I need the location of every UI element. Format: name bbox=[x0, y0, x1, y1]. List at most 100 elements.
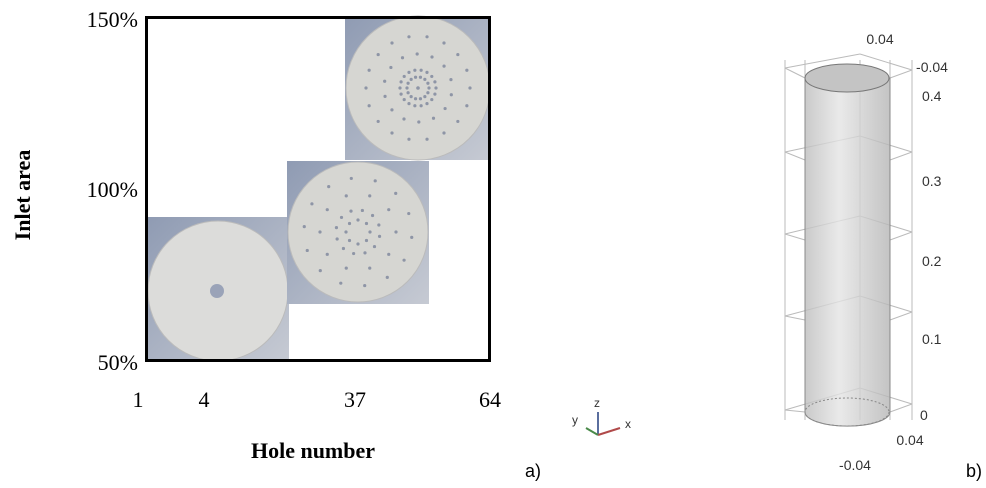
hole bbox=[368, 194, 371, 197]
hole bbox=[419, 76, 422, 79]
hole bbox=[410, 95, 413, 98]
plate bbox=[288, 162, 428, 302]
hole bbox=[417, 120, 420, 123]
hole bbox=[340, 216, 343, 219]
hole bbox=[432, 117, 435, 120]
hole bbox=[371, 214, 374, 217]
hole bbox=[390, 41, 393, 44]
hole bbox=[426, 82, 429, 85]
hole bbox=[306, 249, 309, 252]
grid-line bbox=[785, 152, 805, 160]
hole bbox=[377, 53, 380, 56]
hole bbox=[449, 78, 452, 81]
grid-line bbox=[785, 410, 805, 412]
hole bbox=[414, 97, 417, 100]
hole bbox=[403, 98, 406, 101]
hole bbox=[450, 93, 453, 96]
hole bbox=[352, 252, 355, 255]
plate-images bbox=[147, 16, 490, 361]
hole bbox=[342, 247, 345, 250]
hole bbox=[413, 104, 416, 107]
hole bbox=[442, 65, 445, 68]
axis-label: 0.04 bbox=[896, 432, 923, 448]
hole bbox=[425, 102, 428, 105]
hole bbox=[365, 239, 368, 242]
hole bbox=[378, 235, 381, 238]
grid-line bbox=[890, 404, 912, 412]
hole bbox=[430, 75, 433, 78]
hole bbox=[318, 230, 321, 233]
triad-label: y bbox=[572, 413, 578, 427]
hole bbox=[368, 267, 371, 270]
x-tick-label: 64 bbox=[479, 387, 501, 412]
hole bbox=[399, 80, 402, 83]
hole bbox=[390, 108, 393, 111]
hole bbox=[442, 131, 445, 134]
axis-label: 0 bbox=[920, 407, 928, 423]
grid-line bbox=[890, 232, 912, 240]
hole bbox=[368, 104, 371, 107]
hole bbox=[356, 242, 359, 245]
hole bbox=[377, 223, 380, 226]
hole bbox=[433, 80, 436, 83]
axis-label: 0.04 bbox=[866, 31, 893, 47]
hole bbox=[416, 86, 420, 90]
hole bbox=[423, 95, 426, 98]
hole bbox=[345, 194, 348, 197]
hole bbox=[416, 52, 419, 55]
y-axis-title: Inlet area bbox=[10, 150, 35, 241]
hole bbox=[426, 91, 429, 94]
hole bbox=[410, 78, 413, 81]
hole bbox=[344, 230, 347, 233]
hole bbox=[425, 35, 428, 38]
axis-triad: z y x bbox=[572, 396, 631, 435]
hole bbox=[413, 69, 416, 72]
grid-line bbox=[785, 68, 805, 78]
y-arrow bbox=[586, 428, 598, 435]
hole bbox=[394, 192, 397, 195]
triad-label: z bbox=[594, 396, 600, 410]
hole bbox=[427, 86, 430, 89]
hole bbox=[410, 236, 413, 239]
hole bbox=[363, 251, 366, 254]
hole bbox=[327, 185, 330, 188]
axis-label: 0.3 bbox=[922, 173, 942, 189]
axis-label: 0.2 bbox=[922, 253, 942, 269]
hole bbox=[356, 218, 359, 221]
y-tick-label: 50% bbox=[98, 350, 138, 375]
hole bbox=[387, 208, 390, 211]
hole bbox=[442, 41, 445, 44]
y-tick-label: 150% bbox=[87, 7, 138, 32]
hole bbox=[425, 71, 428, 74]
hole bbox=[434, 86, 437, 89]
hole bbox=[407, 102, 410, 105]
hole bbox=[364, 86, 367, 89]
hole bbox=[430, 98, 433, 101]
hole bbox=[374, 179, 377, 182]
hole bbox=[210, 284, 224, 298]
hole bbox=[456, 53, 459, 56]
hole bbox=[336, 237, 339, 240]
hole bbox=[407, 212, 410, 215]
page: 150% 100% 50% 1 4 37 64 Hole number Inle… bbox=[0, 0, 986, 488]
hole bbox=[365, 222, 368, 225]
hole bbox=[468, 86, 471, 89]
hole bbox=[387, 253, 390, 256]
hole bbox=[433, 93, 436, 96]
hole bbox=[368, 230, 371, 233]
hole bbox=[348, 239, 351, 242]
grid-line bbox=[890, 152, 912, 160]
hole bbox=[319, 269, 322, 272]
hole bbox=[423, 78, 426, 81]
axis-label: -0.04 bbox=[916, 59, 948, 75]
hole bbox=[403, 75, 406, 78]
hole bbox=[310, 202, 313, 205]
hole bbox=[420, 104, 423, 107]
hole bbox=[465, 69, 468, 72]
axis-label: -0.04 bbox=[839, 457, 871, 473]
hole bbox=[326, 253, 329, 256]
hole bbox=[456, 120, 459, 123]
hole bbox=[399, 93, 402, 96]
hole bbox=[430, 55, 433, 58]
axis-label: 0.1 bbox=[922, 331, 942, 347]
